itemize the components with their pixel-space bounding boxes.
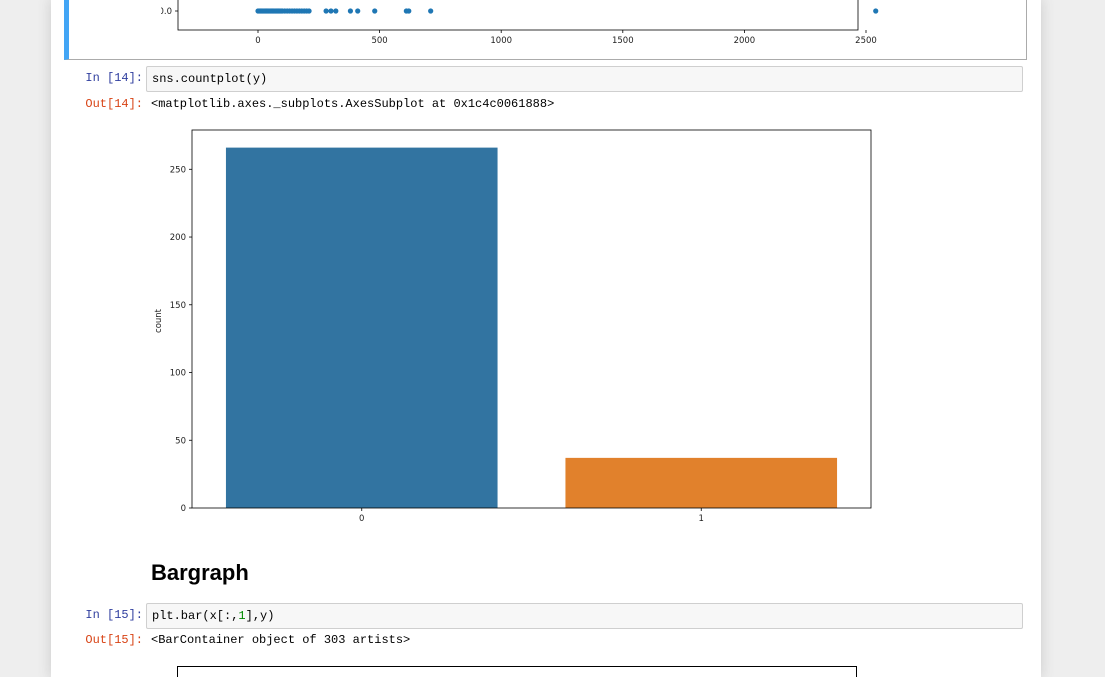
y-tick-label: 50 [175, 436, 186, 446]
axes-frame [191, 129, 872, 509]
y-tick-label: 100 [170, 369, 186, 379]
selected-cell-13[interactable] [64, 0, 1027, 60]
scatter-axes-frame [177, 0, 859, 31]
scatter-point [347, 8, 354, 14]
markdown-heading: Bargraph [151, 560, 249, 585]
bar-1 [565, 457, 838, 508]
scatter-point [323, 8, 329, 14]
scatter-point [333, 8, 339, 14]
y-tick-label: 200 [170, 233, 186, 243]
code-input-15[interactable]: plt.bar(x[:,1],y) [146, 603, 1023, 629]
code-number: 1 [238, 609, 246, 623]
in-prompt-14: In [14]: [85, 71, 143, 85]
scatter-xtick-label: 2500 [855, 36, 877, 46]
out-prompt-15: Out[15]: [85, 633, 143, 647]
x-tick-label: 1 [699, 514, 704, 524]
scatter-point [306, 8, 312, 14]
output-text-15: <BarContainer object of 303 artists> [151, 633, 411, 647]
y-tick-label: 0 [181, 504, 186, 514]
bar-0 [225, 147, 498, 508]
scatter-point [328, 8, 334, 14]
scatter-xtick-label: 0 [255, 36, 260, 46]
scatter-xtick-label: 2000 [734, 36, 756, 46]
scatter-xtick-label: 1500 [612, 36, 634, 46]
output-text-14: <matplotlib.axes._subplots.AxesSubplot a… [151, 97, 555, 111]
out-prompt-14: Out[14]: [85, 97, 143, 111]
bars [225, 147, 838, 508]
scatter-ytick-label: 0.0 [161, 7, 172, 17]
in-prompt-15: In [15]: [85, 608, 143, 622]
y-tick-label: 150 [170, 301, 186, 311]
scatter-point [355, 8, 361, 14]
scatter-point [406, 8, 412, 14]
y-axis-ticks: 0 50 100 150 200 250 [170, 165, 192, 514]
code-function: sns.countplot [152, 72, 246, 86]
y-axis-label: count [154, 308, 164, 333]
scatter-point [873, 8, 879, 14]
code-input-14[interactable]: sns.countplot(y) [146, 66, 1023, 92]
y-tick-label: 250 [170, 165, 186, 175]
bar-plot-frame-partial [177, 666, 857, 677]
scatter-xtick-label: 500 [371, 36, 387, 46]
notebook-container: 0.0 0 500 1000 1500 2000 2500 In [14]: sns.co… [51, 0, 1041, 677]
scatter-xtick-label: 1000 [490, 36, 512, 46]
scatter-point [428, 8, 434, 14]
scatter-points [255, 8, 879, 14]
scatter-plot-output: 0.0 0 500 1000 1500 2000 2500 [161, 0, 879, 46]
scatter-point [372, 8, 378, 14]
code-text-end: ],y) [245, 609, 275, 623]
code-args: (y) [245, 72, 268, 86]
x-tick-label: 0 [359, 514, 364, 524]
code-text: plt.bar(x[:, [152, 609, 239, 623]
scatter-xticks: 0 500 1000 1500 2000 2500 [255, 30, 877, 46]
